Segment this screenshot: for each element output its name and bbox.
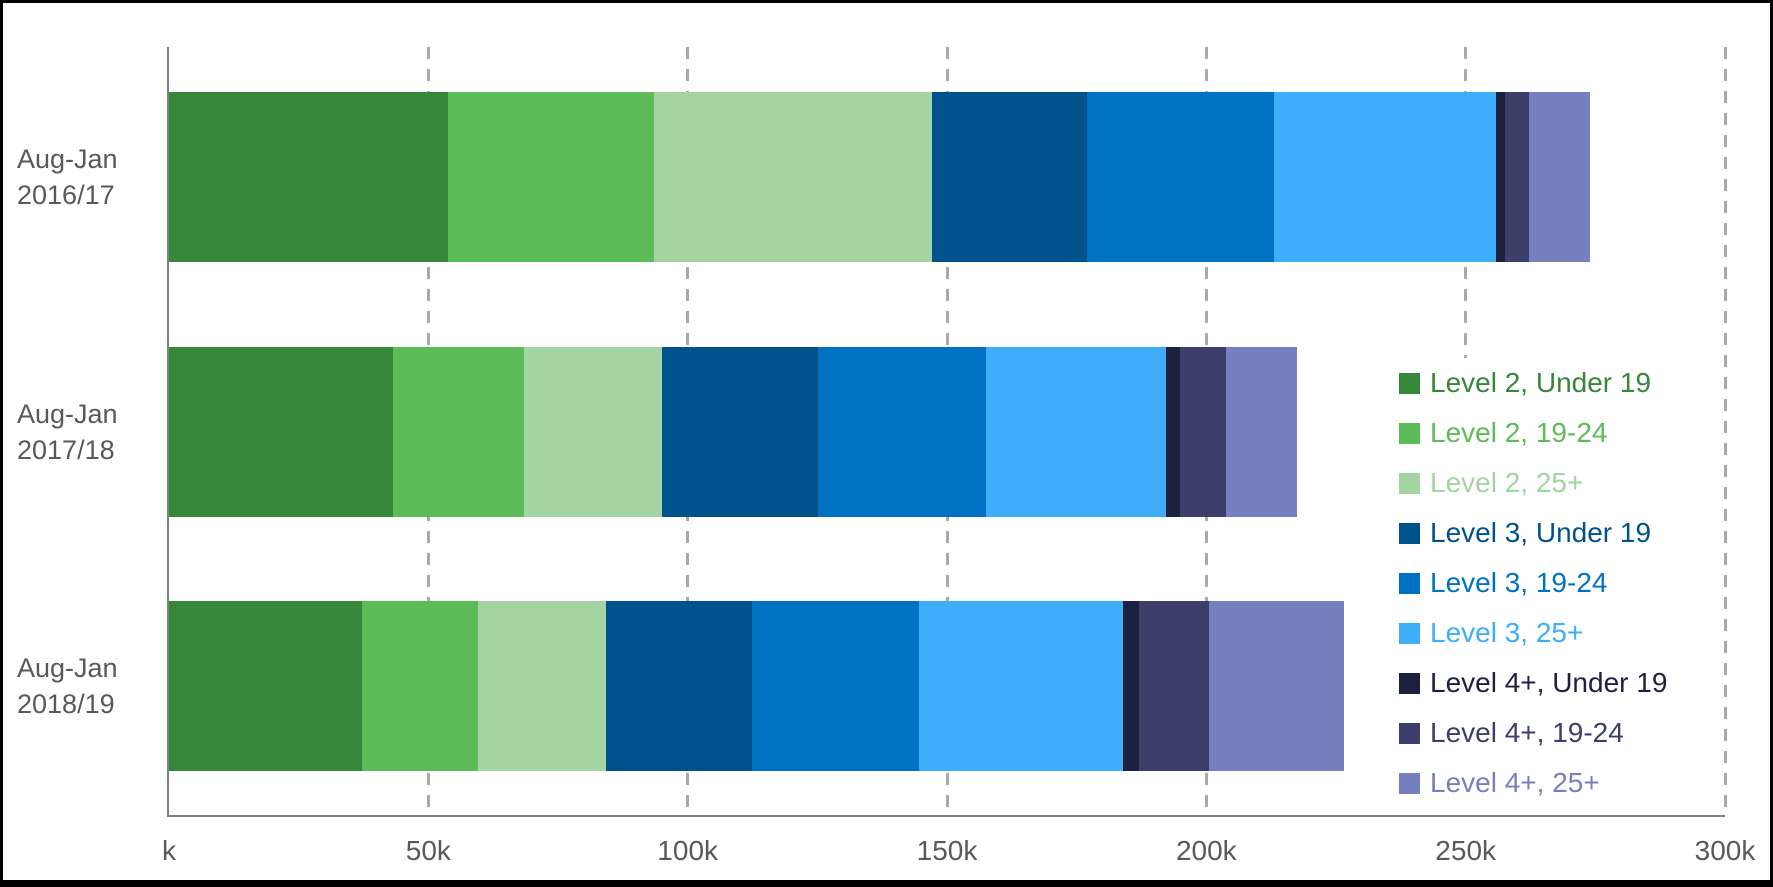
legend-item: Level 3, 25+ [1399, 608, 1717, 658]
bar-segment [169, 601, 362, 771]
bar-segment [448, 92, 655, 262]
x-axis-line [167, 815, 1725, 817]
gridline-300k [1723, 47, 1727, 815]
legend-swatch [1399, 772, 1420, 794]
bar-segment [361, 601, 478, 771]
bar-segment [392, 347, 525, 517]
bar-segment [818, 347, 986, 517]
bar-segment [752, 601, 920, 771]
x-tick-label: k [162, 835, 176, 866]
bar-segment [1180, 347, 1226, 517]
bar-segment [1139, 601, 1209, 771]
bar-segment [169, 92, 448, 262]
legend-item: Level 4+, 19-24 [1399, 708, 1717, 758]
bar-segment [1274, 92, 1496, 262]
x-tick-label: 300k [1694, 835, 1756, 866]
bar-segment [1495, 92, 1505, 262]
bar-segment [661, 347, 819, 517]
bar-segment [1122, 601, 1140, 771]
legend-label: Level 3, Under 19 [1430, 517, 1652, 548]
legend-item: Level 3, 19-24 [1399, 558, 1717, 608]
legend-swatch [1399, 422, 1420, 444]
bar-segment [1528, 92, 1591, 262]
y-axis-label: Aug-Jan 2016/17 [17, 144, 118, 210]
legend-item: Level 2, 25+ [1399, 458, 1717, 508]
bar-segment [1208, 601, 1345, 771]
legend-swatch [1399, 472, 1420, 494]
legend-item: Level 3, Under 19 [1399, 508, 1717, 558]
legend-label: Level 2, 25+ [1430, 467, 1584, 498]
legend-item: Level 2, 19-24 [1399, 408, 1717, 458]
legend-swatch [1399, 622, 1420, 644]
bar-row-2016-17 [169, 92, 1591, 262]
legend-item: Level 4+, 25+ [1399, 758, 1717, 808]
x-tick-label: 200k [1175, 835, 1237, 866]
bar-segment [931, 92, 1088, 262]
bar-segment [1225, 347, 1297, 517]
legend-label: Level 4+, Under 19 [1430, 667, 1668, 698]
bar-segment [169, 347, 393, 517]
legend-label: Level 3, 19-24 [1430, 567, 1608, 598]
bar-segment [477, 601, 607, 771]
legend-label: Level 3, 25+ [1430, 617, 1584, 648]
x-tick-label: 50k [405, 835, 451, 866]
legend-swatch [1399, 572, 1420, 594]
x-tick-label: 150k [916, 835, 978, 866]
plot-area [169, 47, 1727, 815]
legend-swatch [1399, 722, 1420, 744]
bar-segment [524, 347, 662, 517]
x-tick-label: 250k [1435, 835, 1497, 866]
bar-segment [606, 601, 753, 771]
legend-label: Level 4+, 25+ [1430, 767, 1600, 798]
legend-label: Level 2, Under 19 [1430, 367, 1652, 398]
legend-swatch [1399, 372, 1420, 394]
bar-segment [654, 92, 932, 262]
legend-item: Level 4+, Under 19 [1399, 658, 1717, 708]
bar-segment [1087, 92, 1275, 262]
legend: Level 2, Under 19 Level 2, 19-24 Level 2, … [1383, 358, 1717, 808]
legend-label: Level 4+, 19-24 [1430, 717, 1624, 748]
bar-segment [919, 601, 1123, 771]
chart-canvas: Aug-Jan 2016/17 Aug-Jan 2017/18 Aug-Jan 2018/… [3, 3, 1770, 880]
legend-swatch [1399, 522, 1420, 544]
x-tick-label: 100k [657, 835, 719, 866]
bar-row-2018-19 [169, 601, 1345, 771]
bar-row-2017-18 [169, 347, 1297, 517]
bar-segment [985, 347, 1166, 517]
legend-swatch [1399, 672, 1420, 694]
bar-segment [1165, 347, 1181, 517]
legend-item: Level 2, Under 19 [1399, 358, 1717, 408]
y-axis-label: Aug-Jan 2017/18 [17, 399, 118, 465]
legend-label: Level 2, 19-24 [1430, 417, 1608, 448]
y-axis-line [167, 47, 169, 817]
bar-segment [1504, 92, 1529, 262]
y-axis-label: Aug-Jan 2018/19 [17, 653, 118, 719]
